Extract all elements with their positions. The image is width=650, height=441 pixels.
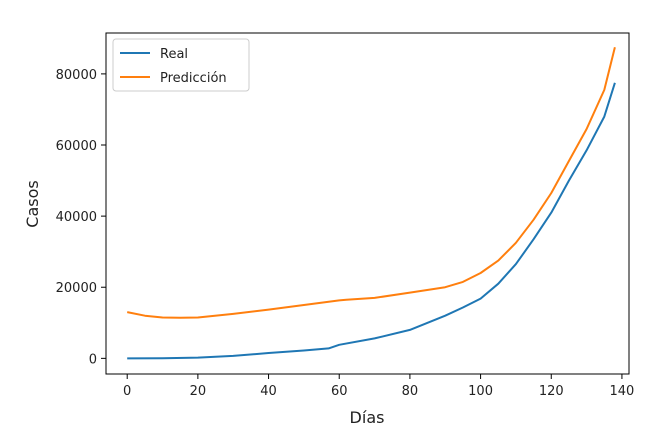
x-tick-label: 40 [260, 384, 277, 399]
y-axis-label: Casos [23, 180, 42, 227]
series-layer [127, 46, 616, 360]
y-tick-label: 20000 [56, 281, 97, 296]
plot-frame [105, 32, 630, 375]
x-axis-label: Días [350, 408, 385, 427]
legend: Real Predicción [112, 38, 250, 92]
legend-label-prediccion: Predicción [160, 71, 227, 86]
y-tick-label: 80000 [56, 68, 97, 83]
x-tick-label: 140 [610, 384, 635, 399]
series-line-real [127, 82, 616, 360]
x-tick-label: 60 [331, 384, 348, 399]
x-tick-label: 120 [539, 384, 564, 399]
y-tick-label: 60000 [56, 139, 97, 154]
x-tick-label: 80 [402, 384, 419, 399]
x-tick-label: 100 [468, 384, 493, 399]
y-tick-label: 40000 [56, 210, 97, 225]
series-line-prediccion [127, 46, 616, 319]
ticks-layer: 0 20 40 60 80 100 120 140 0 20000 40000 60000 80000 [56, 68, 635, 399]
y-tick-label: 0 [89, 352, 97, 367]
legend-label-real: Real [160, 47, 188, 62]
x-tick-label: 0 [123, 384, 131, 399]
x-tick-label: 20 [190, 384, 207, 399]
